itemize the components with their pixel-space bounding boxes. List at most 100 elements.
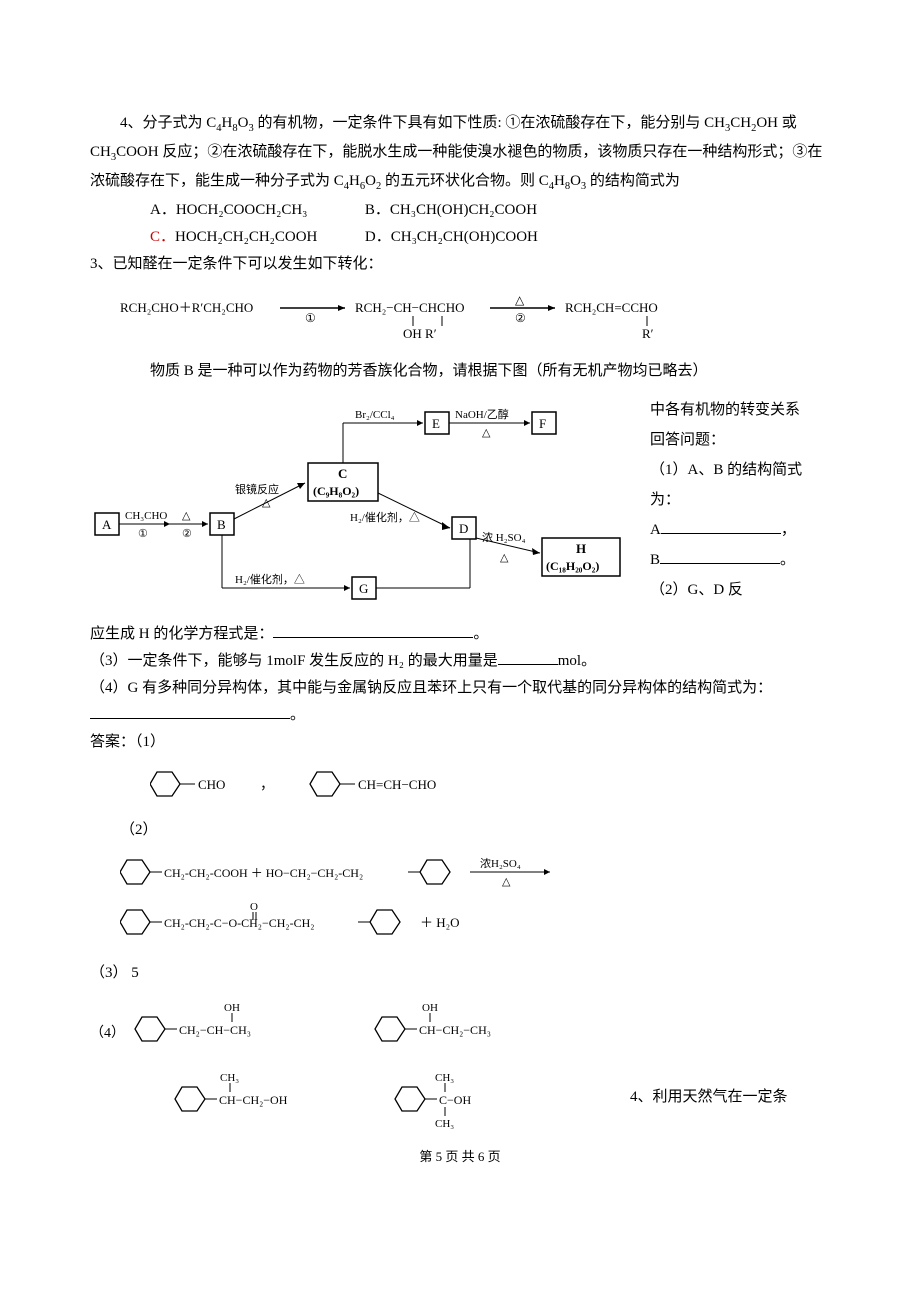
post-text: 4、利用天然气在一定条 <box>630 999 788 1111</box>
ans2-arrow-bot: △ <box>502 876 511 888</box>
lbl-delta1: △ <box>182 510 191 522</box>
rx-arrow1-label: ① <box>305 311 316 325</box>
box-E: E <box>432 416 440 431</box>
option-A-label: A． <box>150 202 176 218</box>
blank-q3 <box>498 664 558 665</box>
lbl-delta4: △ <box>500 552 509 564</box>
blank-q2 <box>273 637 473 638</box>
sub-q1-c: B <box>650 552 660 568</box>
q2-end: 。 <box>473 626 488 642</box>
box-H-top: H <box>576 541 586 556</box>
rx-step3-bottom: R′ <box>642 326 654 341</box>
option-D-label: D． <box>365 229 391 245</box>
sub-q4: （4）G 有多种同分异构体，其中能与金属钠反应且苯环上只有一个取代基的同分异构体… <box>90 675 830 729</box>
ans1-comma: ， <box>260 778 274 793</box>
t: H <box>349 173 360 189</box>
box-C-bot: (C₉H₈O₂) <box>313 484 359 498</box>
box-C-top: C <box>338 466 347 481</box>
lbl-h2cat: H₂/催化剂，△ <box>350 510 420 524</box>
q3-reaction-scheme: RCH₂CHO＋R′CH₂CHO ① RCH₂−CH−CHCHO OH R′ △… <box>90 290 830 350</box>
ans2-l1a: CH₂-CH₂-COOH ＋ HO−CH₂−CH₂-CH₂ <box>164 866 363 880</box>
sub-q3-a: （3）一定条件下，能够与 1molF 发生反应的 H₂ 的最大用量是 <box>90 653 498 669</box>
box-A: A <box>102 517 112 532</box>
lbl-naoh: NaOH/乙醇 <box>455 407 509 421</box>
q3-intro: 3、已知醛在一定条件下可以发生如下转化： <box>90 251 830 278</box>
iso1-text: CH₂−CH−CH₃ <box>179 1023 251 1037</box>
iso3-text: CH−CH₂−OH <box>219 1093 288 1107</box>
reaction-svg: RCH₂CHO＋R′CH₂CHO ① RCH₂−CH−CHCHO OH R′ △… <box>120 290 740 350</box>
period: 。 <box>780 552 795 568</box>
rx-step2-top: RCH₂−CH−CHCHO <box>355 300 465 315</box>
blank-q4 <box>90 718 290 719</box>
ans4-row: （4） CH₂−CH−CH₃ OH CH−CH₂−CH₃ OH CH−CH₂−O… <box>90 999 830 1139</box>
t: CH <box>730 115 751 131</box>
t: 的五元环状化合物。则 C <box>381 173 549 189</box>
q4-paragraph: 4、分子式为 C4H8O3 的有机物，一定条件下具有如下性质: ①在浓硫酸存在下… <box>90 110 830 197</box>
rx-arrow2-top: △ <box>515 293 525 307</box>
q4-end: 。 <box>290 707 305 723</box>
lbl-ch3cho: CH₃CHO <box>125 510 167 522</box>
blank-B <box>660 563 780 564</box>
sub-q2-prefix: （2）G、D 反 <box>650 575 810 605</box>
t: O <box>238 115 249 131</box>
q3-body-text: 物质 B 是一种可以作为药物的芳香族化合物，请根据下图（所有无机产物均已略去） <box>90 358 830 385</box>
option-B: CH₃CH(OH)CH₂COOH <box>390 202 537 218</box>
ans2-label: （2） <box>90 817 830 844</box>
ans1-a-text: CHO <box>198 777 225 792</box>
ans1-svg: CHO ， CH=CH−CHO <box>150 764 550 809</box>
iso4-ch3a: CH₃ <box>435 1072 454 1084</box>
iso1-oh: OH <box>224 1002 240 1014</box>
sub-q1-b: A <box>650 522 661 538</box>
ans3-val: 5 <box>131 965 139 981</box>
rx-step2-bottom: OH R′ <box>403 326 437 341</box>
ans4-label: （4） <box>90 1025 125 1041</box>
box-H-bot: (C₁₈H₂₀O₂) <box>546 559 599 573</box>
iso4-ch3b: CH₃ <box>435 1118 454 1130</box>
q3-side-questions: 中各有机物的转变关系回答问题： （1）A、B 的结构简式为： A， B。 （2）… <box>650 385 810 605</box>
rx-step1: RCH₂CHO＋R′CH₂CHO <box>120 300 253 315</box>
option-A: HOCH₂COOCH₂CH₃ <box>176 202 308 218</box>
ans2-plus: ＋ H₂O <box>420 915 460 930</box>
blank-A <box>661 533 781 534</box>
option-C-label: C． <box>150 229 175 245</box>
t: 的有机物，一定条件下具有如下性质: ①在浓硫酸存在下，能分别与 CH <box>254 115 725 131</box>
ans3: （3） 5 <box>90 960 830 987</box>
answers-label: 答案：（1） <box>90 729 830 756</box>
ans1-structures: CHO ， CH=CH−CHO <box>90 764 830 809</box>
lbl-br2: Br₂/CCl₄ <box>355 409 395 421</box>
rx-step3-top: RCH₂CH=CCHO <box>565 300 658 315</box>
lbl-circle2: ② <box>182 528 192 540</box>
t: H <box>554 173 565 189</box>
side-text: 中各有机物的转变关系回答问题： <box>650 395 810 455</box>
t: O <box>365 173 376 189</box>
sub-q4-a: （4）G 有多种同分异构体，其中能与金属钠反应且苯环上只有一个取代基的同分异构体… <box>90 680 772 696</box>
box-B: B <box>217 517 226 532</box>
iso2-oh: OH <box>422 1002 438 1014</box>
iso2-text: CH−CH₂−CH₃ <box>419 1023 491 1037</box>
sub-q2: 应生成 H 的化学方程式是：。 <box>90 621 830 648</box>
t: H <box>222 115 233 131</box>
ans1-b-text: CH=CH−CHO <box>358 777 436 792</box>
ans2-svg: CH₂-CH₂-COOH ＋ HO−CH₂−CH₂-CH₂ 浓H₂SO₄ △ C… <box>120 852 740 952</box>
box-F: F <box>539 416 546 431</box>
sub-q3-b: mol。 <box>558 653 596 669</box>
iso3-ch3: CH₃ <box>220 1072 239 1084</box>
ans2-l2a: CH₂-CH₂-C−O-CH₂−CH₂-CH₂ <box>164 916 314 930</box>
lbl-h2so4: 浓 H₂SO₄ <box>482 531 526 544</box>
iso4-text: C−OH <box>439 1093 471 1107</box>
lbl-circle1: ① <box>138 528 148 540</box>
comma: ， <box>781 522 796 538</box>
option-C: HOCH₂CH₂CH₂COOH <box>175 229 317 245</box>
ans2-arrow-top: 浓H₂SO₄ <box>480 857 521 870</box>
sub-q3: （3）一定条件下，能够与 1molF 发生反应的 H₂ 的最大用量是 mol。 <box>90 648 830 675</box>
t: 4、分子式为 C <box>120 115 216 131</box>
rx-arrow2-label: ② <box>515 311 526 325</box>
t: O <box>570 173 581 189</box>
transform-diagram: A CH₃CHO ① △ ② B 银镜反应 △ C (C₉H₈O₂) <box>90 393 650 613</box>
option-B-label: B． <box>365 202 390 218</box>
box-G: G <box>359 581 368 596</box>
lbl-delta2: △ <box>262 497 271 509</box>
ans3-label: （3） <box>90 965 128 981</box>
lbl-h2cat2: H₂/催化剂，△ <box>235 572 305 586</box>
page-footer: 第 5 页 共 6 页 <box>90 1145 830 1168</box>
